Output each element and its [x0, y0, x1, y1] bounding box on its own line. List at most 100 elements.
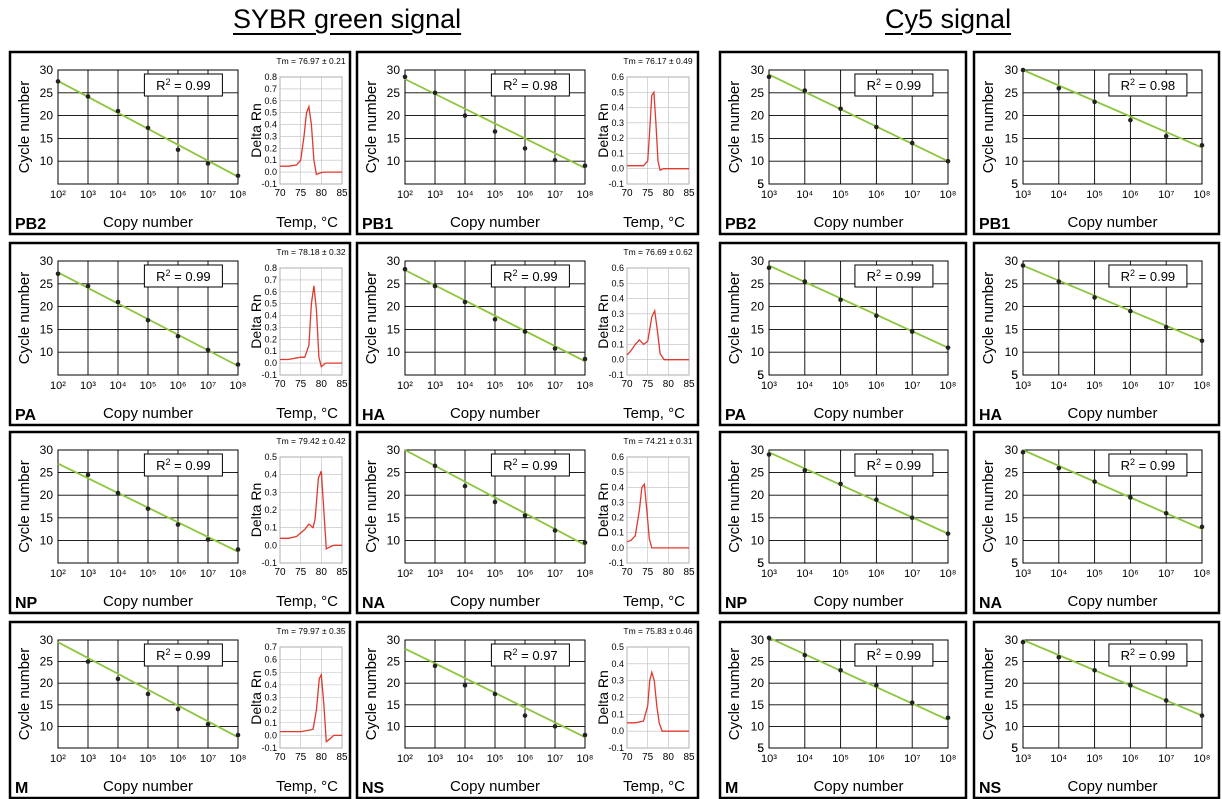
- y-tick-label: 5: [757, 177, 764, 191]
- x-axis-label: Copy number: [813, 405, 903, 422]
- x-tick-label: 10⁵: [140, 568, 157, 580]
- x-axis-label: Copy number: [103, 405, 193, 422]
- data-point: [492, 499, 498, 505]
- melt-y-axis-label: Delta Rn: [248, 294, 264, 348]
- data-point: [802, 279, 808, 284]
- melt-y-tick-label: 0.1: [611, 339, 624, 349]
- y-tick-label: 30: [751, 254, 765, 268]
- x-axis-label: Copy number: [103, 214, 193, 231]
- x-tick-label: 10⁴: [1050, 380, 1067, 392]
- x-tick-label: 10⁷: [200, 568, 216, 580]
- y-tick-label: 20: [387, 109, 401, 123]
- melt-x-tick-label: 70: [621, 567, 633, 578]
- y-tick-label: 5: [1011, 368, 1018, 382]
- data-point: [1199, 524, 1205, 530]
- data-point: [1056, 279, 1062, 284]
- melt-x-tick-label: 80: [316, 752, 328, 763]
- melt-x-tick-label: 70: [274, 567, 286, 578]
- y-tick-label: 5: [1011, 556, 1018, 570]
- y-tick-label: 20: [387, 676, 401, 690]
- r2-box: [143, 643, 223, 667]
- y-tick-label: 20: [1005, 676, 1019, 690]
- melt-y-tick-label: 0.6: [611, 452, 624, 462]
- r2-box: [1108, 73, 1188, 97]
- melt-y-tick-label: 0.0: [264, 540, 277, 550]
- melting-temperature-label: Tm = 76.97 ± 0.21: [276, 56, 345, 66]
- melt-y-tick-label: 0.3: [611, 676, 624, 686]
- data-point: [945, 715, 951, 721]
- data-point: [235, 362, 241, 367]
- x-tick-label: 10⁶: [1122, 189, 1139, 201]
- data-point: [462, 483, 468, 489]
- data-point: [1163, 510, 1169, 516]
- melt-x-tick-label: 85: [336, 188, 348, 199]
- standard-curve-plot: 10² 10³ 10⁴ 10⁵ 10⁶ 10⁷ 10⁸ 10 15 20 25 30 R2 = 0.99: [40, 254, 247, 392]
- fit-line: [768, 73, 949, 163]
- y-tick-label: 20: [387, 300, 401, 314]
- melt-y-tick-label: 0.3: [264, 693, 277, 703]
- standard-curve-plot: 10² 10³ 10⁴ 10⁵ 10⁶ 10⁷ 10⁸ 10 15 20 25 30 R2 = 0.99: [40, 63, 247, 201]
- r2-label: R2 = 0.99: [1121, 268, 1176, 284]
- melt-y-tick-label: 0.1: [264, 346, 277, 356]
- x-tick-label: 10⁸: [577, 568, 594, 580]
- melt-x-tick-label: 85: [336, 567, 348, 578]
- data-point: [145, 691, 151, 697]
- x-tick-label: 10³: [761, 189, 777, 201]
- y-tick-label: 10: [751, 154, 765, 168]
- y-tick-label: 10: [751, 345, 765, 359]
- melt-plot-area: [279, 267, 343, 376]
- melt-x-axis-label: Temp, °C: [276, 593, 338, 610]
- data-point: [1199, 142, 1205, 148]
- melt-x-tick-label: 75: [642, 188, 654, 199]
- x-tick-label: 10⁷: [904, 380, 920, 392]
- y-tick-label: 5: [1011, 368, 1018, 382]
- x-tick-label: 10⁵: [832, 568, 849, 580]
- melt-y-tick-label: 0.6: [264, 655, 277, 665]
- x-axis-label: Copy number: [450, 214, 540, 231]
- cy5-signal-header: Cy5 signal: [885, 4, 1012, 34]
- melt-y-tick-label: -0.1: [608, 179, 624, 189]
- y-axis-label: Cycle number: [16, 648, 33, 741]
- melt-x-tick-label: 85: [683, 752, 695, 763]
- panel-sybr-ns: 10² 10³ 10⁴ 10⁵ 10⁶ 10⁷ 10⁸ 10 15 20 25 30 R2 = 0.97…: [355, 620, 700, 799]
- melt-x-tick-label: 75: [642, 379, 654, 390]
- melt-y-tick-label: 0.4: [611, 482, 624, 492]
- data-point: [802, 88, 808, 93]
- data-point: [945, 158, 951, 164]
- melt-y-tick-label: 0.5: [264, 299, 277, 309]
- y-tick-label: 25: [40, 277, 54, 291]
- y-tick-label: 30: [751, 633, 765, 647]
- y-tick-label: 5: [757, 741, 764, 755]
- data-point: [402, 266, 408, 272]
- data-point: [874, 497, 879, 503]
- x-axis-label: Copy number: [813, 593, 903, 610]
- y-tick-label: 10: [387, 533, 401, 547]
- gene-label: NP: [15, 595, 38, 612]
- x-tick-label: 10⁸: [1194, 753, 1211, 765]
- r2-box: [1108, 264, 1188, 288]
- melt-y-tick-label: 0.1: [611, 709, 624, 719]
- melt-y-tick-label: 0.5: [264, 667, 277, 677]
- gene-label: NP: [725, 595, 748, 612]
- data-point: [115, 108, 121, 114]
- melt-y-tick-label: 0.2: [611, 324, 624, 334]
- y-axis-label: Cycle number: [980, 460, 997, 553]
- data-point: [874, 124, 879, 130]
- sybr-signal-header: SYBR green signal: [233, 4, 462, 34]
- melt-x-tick-label: 75: [642, 567, 654, 578]
- melt-y-tick-label: 0.0: [611, 543, 624, 553]
- x-tick-label: 10³: [427, 568, 443, 580]
- y-tick-label: 20: [387, 488, 401, 502]
- melt-y-tick-label: 0.6: [611, 263, 624, 273]
- x-tick-label: 10⁸: [230, 568, 247, 580]
- melt-y-tick-label: 0.4: [264, 311, 277, 321]
- fit-line: [1022, 449, 1203, 530]
- melt-curve-line: [280, 285, 342, 368]
- data-point: [145, 317, 151, 323]
- y-tick-label: 15: [751, 322, 765, 336]
- r2-label: R2 = 0.99: [1121, 647, 1176, 663]
